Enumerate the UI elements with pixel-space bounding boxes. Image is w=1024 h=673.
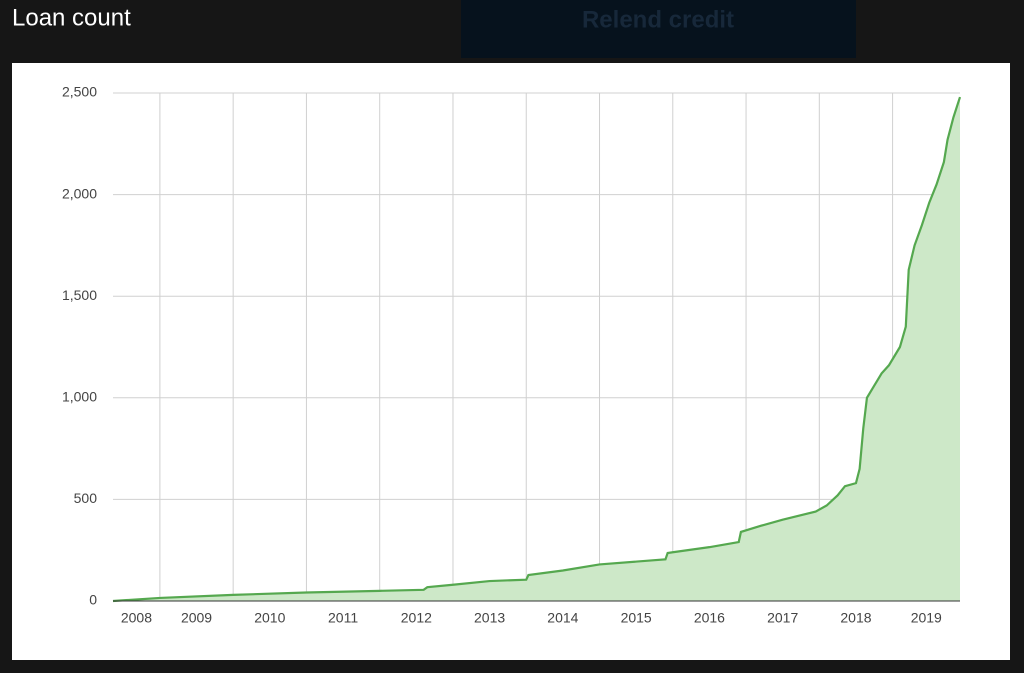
x-tick-label: 2014 xyxy=(547,610,578,626)
relend-button[interactable] xyxy=(461,0,856,58)
area-line xyxy=(112,96,962,603)
relend-button-label: Relend credit xyxy=(582,6,734,33)
modal-title: Loan count xyxy=(12,4,131,31)
x-tick-label: 2016 xyxy=(694,610,725,626)
x-tick-label: 2019 xyxy=(911,610,942,626)
y-tick-label: 1,000 xyxy=(62,389,97,405)
x-tick-label: 2011 xyxy=(328,610,358,626)
x-tick-label: 2008 xyxy=(121,610,152,626)
area-fill xyxy=(113,97,960,602)
y-tick-label: 1,500 xyxy=(62,287,97,303)
x-tick-label: 2010 xyxy=(254,610,285,626)
y-tick-label: 2,000 xyxy=(62,185,97,201)
x-tick-label: 2017 xyxy=(767,610,798,626)
x-tick-label: 2018 xyxy=(840,610,871,626)
x-tick-label: 2015 xyxy=(621,610,652,626)
x-tick-label: 2009 xyxy=(181,610,212,626)
y-tick-label: 500 xyxy=(74,490,98,506)
y-tick-label: 2,500 xyxy=(62,84,97,100)
x-tick-label: 2012 xyxy=(401,610,432,626)
y-tick-label: 0 xyxy=(89,592,97,608)
plot: 0 500 1,000 1,500 2,000 2,500 2008 2009 2010 2011… xyxy=(62,84,962,626)
x-tick-label: 2013 xyxy=(474,610,505,626)
